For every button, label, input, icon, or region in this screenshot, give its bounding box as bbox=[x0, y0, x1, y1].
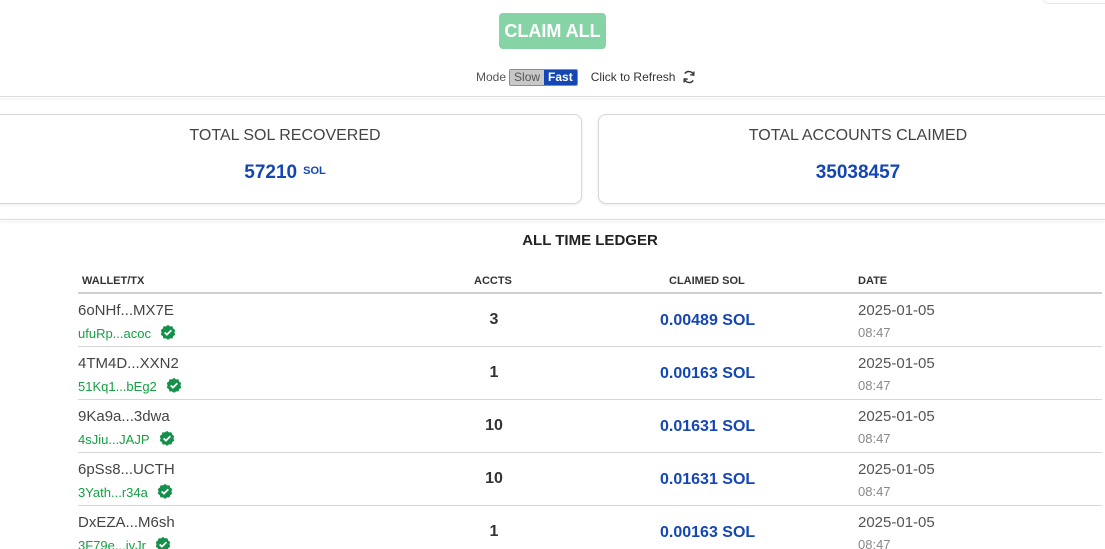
accounts-claimed-title: TOTAL ACCOUNTS CLAIMED bbox=[748, 127, 968, 144]
claimed-sol: 0.00163 SOL bbox=[660, 524, 756, 541]
claim-time: 08:47 bbox=[858, 484, 891, 499]
column-header-accts: ACCTS bbox=[474, 275, 512, 287]
claimed-sol: 0.01631 SOL bbox=[660, 418, 756, 435]
wallet-address[interactable]: 4TM4D...XXN2 bbox=[78, 355, 179, 372]
sol-recovered-unit: SOL bbox=[303, 165, 326, 177]
refresh-icon[interactable] bbox=[682, 70, 696, 84]
sol-recovered-card: TOTAL SOL RECOVERED 57210 SOL bbox=[0, 114, 582, 204]
table-row: 6pSs8...UCTH 3Yath...r34a 10 0.01631 SOL… bbox=[78, 453, 1102, 506]
refresh-link[interactable]: Click to Refresh bbox=[590, 70, 676, 84]
claim-time: 08:47 bbox=[858, 325, 891, 340]
tx-id[interactable]: 3Yath...r34a bbox=[78, 484, 148, 500]
accounts-claimed-value: 35038457 bbox=[815, 162, 901, 183]
table-row: 9Ka9a...3dwa 4sJiu...JAJP 10 0.01631 SOL… bbox=[78, 400, 1102, 453]
top-right-panel-edge bbox=[1043, 0, 1105, 4]
verified-check-icon bbox=[159, 324, 177, 342]
verified-check-icon bbox=[156, 483, 174, 501]
claim-area: CLAIM ALL bbox=[0, 13, 1105, 49]
column-header-claimed: CLAIMED SOL bbox=[669, 275, 745, 287]
ledger-header-row: WALLET/TX ACCTS CLAIMED SOL DATE bbox=[78, 270, 1102, 294]
table-row: DxEZA...M6sh 3F79e...ivJr 1 0.00163 SOL … bbox=[78, 506, 1102, 549]
column-header-wallet: WALLET/TX bbox=[82, 275, 145, 287]
table-row: 4TM4D...XXN2 51Kq1...bEg2 1 0.00163 SOL … bbox=[78, 347, 1102, 400]
tx-id[interactable]: 51Kq1...bEg2 bbox=[78, 378, 157, 394]
tx-link[interactable]: 4sJiu...JAJP bbox=[78, 430, 176, 448]
wallet-address[interactable]: 9Ka9a...3dwa bbox=[78, 408, 170, 425]
mode-label: Mode bbox=[476, 70, 507, 84]
mode-controls: Mode Slow Fast Click to Refresh bbox=[476, 68, 696, 86]
wallet-address[interactable]: 6pSs8...UCTH bbox=[78, 461, 175, 478]
claim-all-button[interactable]: CLAIM ALL bbox=[499, 13, 606, 49]
ledger-table: WALLET/TX ACCTS CLAIMED SOL DATE 6oNHf..… bbox=[78, 270, 1102, 549]
claimed-sol: 0.00163 SOL bbox=[660, 365, 756, 382]
tx-link[interactable]: ufuRp...acoc bbox=[78, 324, 177, 342]
tx-link[interactable]: 3F79e...ivJr bbox=[78, 536, 172, 549]
mode-toggle: Slow Fast bbox=[509, 68, 578, 86]
claimed-sol: 0.00489 SOL bbox=[660, 312, 756, 329]
tx-link[interactable]: 3Yath...r34a bbox=[78, 483, 174, 501]
tx-link[interactable]: 51Kq1...bEg2 bbox=[78, 377, 183, 395]
claim-date: 2025-01-05 bbox=[858, 461, 935, 478]
claim-date: 2025-01-05 bbox=[858, 408, 935, 425]
wallet-address[interactable]: DxEZA...M6sh bbox=[78, 514, 175, 531]
tx-id[interactable]: ufuRp...acoc bbox=[78, 325, 151, 341]
header-divider bbox=[0, 96, 1105, 98]
stats-divider bbox=[0, 219, 1105, 221]
verified-check-icon bbox=[154, 536, 172, 549]
column-header-date: DATE bbox=[858, 275, 888, 287]
table-row: 6oNHf...MX7E ufuRp...acoc 3 0.00489 SOL … bbox=[78, 294, 1102, 347]
claim-time: 08:47 bbox=[858, 378, 891, 393]
claim-time: 08:47 bbox=[858, 537, 891, 549]
claim-date: 2025-01-05 bbox=[858, 514, 935, 531]
verified-check-icon bbox=[158, 430, 176, 448]
verified-check-icon bbox=[165, 377, 183, 395]
sol-recovered-title: TOTAL SOL RECOVERED bbox=[189, 127, 381, 144]
claim-date: 2025-01-05 bbox=[858, 355, 935, 372]
claim-time: 08:47 bbox=[858, 431, 891, 446]
mode-option-fast[interactable]: Fast bbox=[544, 69, 577, 85]
tx-id[interactable]: 4sJiu...JAJP bbox=[78, 431, 150, 447]
sol-recovered-value: 57210 SOL bbox=[0, 162, 581, 184]
mode-option-slow[interactable]: Slow bbox=[510, 69, 545, 85]
accounts-claimed-card: TOTAL ACCOUNTS CLAIMED 35038457 bbox=[598, 114, 1105, 204]
claimed-sol: 0.01631 SOL bbox=[660, 471, 756, 488]
tx-id[interactable]: 3F79e...ivJr bbox=[78, 537, 146, 549]
ledger-title: ALL TIME LEDGER bbox=[522, 232, 658, 249]
sol-recovered-number: 57210 bbox=[244, 162, 298, 183]
wallet-address[interactable]: 6oNHf...MX7E bbox=[78, 302, 174, 319]
claim-date: 2025-01-05 bbox=[858, 302, 935, 319]
